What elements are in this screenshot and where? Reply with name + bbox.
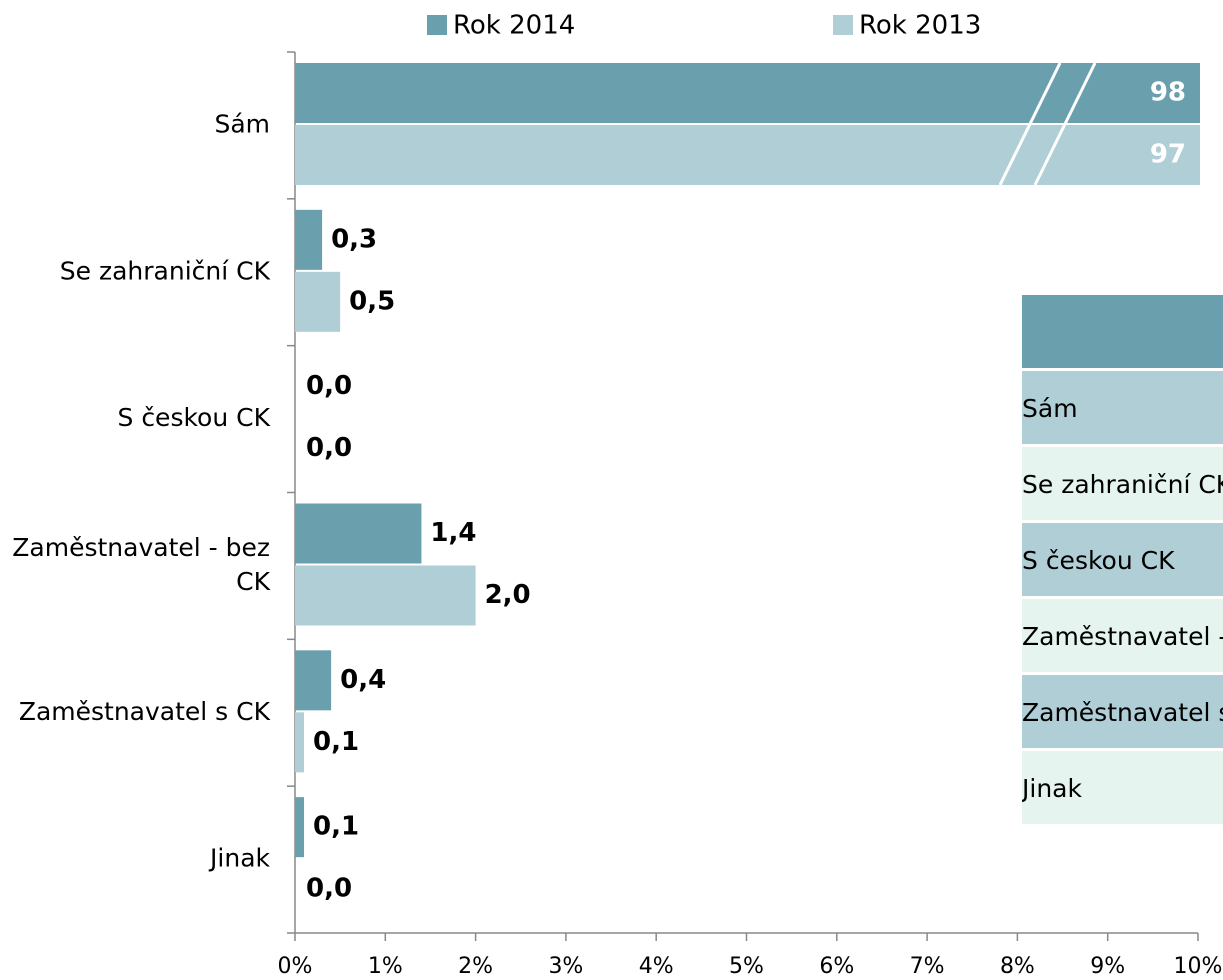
data-label: 0,0 bbox=[306, 371, 352, 401]
x-tick-label: 5% bbox=[729, 954, 764, 979]
category-label: Zaměstnavatel s CK bbox=[19, 697, 271, 726]
category-label: Se zahraniční CK bbox=[60, 256, 271, 285]
bar bbox=[295, 271, 341, 332]
data-label: 0,5 bbox=[349, 286, 395, 316]
data-label: 0,3 bbox=[331, 224, 377, 254]
x-tick-label: 9% bbox=[1090, 954, 1125, 979]
bar bbox=[295, 209, 323, 270]
category-line: CK bbox=[236, 567, 270, 596]
bar bbox=[295, 650, 332, 711]
category-label: Sám bbox=[214, 109, 270, 138]
data-label: 98 bbox=[1150, 78, 1186, 108]
data-label: 97 bbox=[1150, 140, 1186, 170]
bar bbox=[295, 503, 422, 564]
bar bbox=[295, 63, 1200, 123]
table-header bbox=[1022, 295, 1223, 368]
bar bbox=[295, 797, 305, 858]
x-tick-label: 1% bbox=[368, 954, 403, 979]
x-tick-label: 8% bbox=[1000, 954, 1035, 979]
category-label: Jinak bbox=[208, 844, 270, 873]
bar bbox=[295, 565, 476, 626]
x-tick-label: 6% bbox=[819, 954, 854, 979]
table-cell: Se zahraniční CK bbox=[1022, 447, 1223, 520]
table-cell: Zaměstnavatel - bez CK bbox=[1022, 599, 1223, 672]
data-label: 0,1 bbox=[313, 727, 359, 757]
table-cell: Sám bbox=[1022, 371, 1223, 444]
axis-break bbox=[1033, 62, 1097, 186]
x-tick-label: 4% bbox=[639, 954, 674, 979]
category-line: Zaměstnavatel - bez bbox=[12, 533, 270, 562]
legend-label: Rok 2014 bbox=[453, 11, 575, 41]
category-label: Zaměstnavatel - bez CK bbox=[12, 533, 270, 596]
data-label: 0,0 bbox=[306, 433, 352, 463]
x-tick-label: 3% bbox=[548, 954, 583, 979]
data-label: 0,0 bbox=[306, 874, 352, 904]
data-label: 0,4 bbox=[340, 665, 386, 695]
x-tick-label: 10% bbox=[1174, 954, 1223, 979]
bar bbox=[295, 712, 305, 773]
bar bbox=[295, 125, 1200, 185]
data-label: 1,4 bbox=[430, 518, 476, 548]
legend-label: Rok 2013 bbox=[859, 11, 981, 41]
table-cell: S českou CK bbox=[1022, 523, 1223, 596]
x-tick-label: 2% bbox=[458, 954, 493, 979]
axis-break bbox=[998, 62, 1062, 186]
data-label: 2,0 bbox=[485, 580, 531, 610]
table-cell: Zaměstnavatel s CK bbox=[1022, 675, 1223, 748]
category-label: S českou CK bbox=[118, 403, 271, 432]
x-tick-label: 0% bbox=[278, 954, 313, 979]
table-cell: Jinak bbox=[1022, 751, 1223, 824]
legend-swatch bbox=[427, 15, 447, 35]
table: Sám Se zahraniční CK S českou CK Zaměstnava… bbox=[1022, 295, 1223, 827]
legend-swatch bbox=[833, 15, 853, 35]
x-tick-label: 7% bbox=[910, 954, 945, 979]
data-label: 0,1 bbox=[313, 812, 359, 842]
